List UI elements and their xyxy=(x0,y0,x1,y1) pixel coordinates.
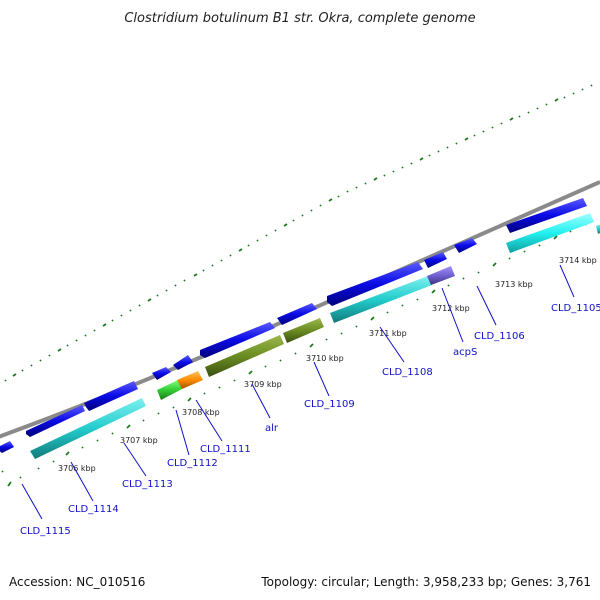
gene-label[interactable]: CLD_1114 xyxy=(68,504,119,515)
cds-bar[interactable] xyxy=(330,276,432,323)
kbp-scale: 3706 kbp 3707 kbp 3708 kbp 3709 kbp 3710… xyxy=(58,256,597,473)
cds-bar[interactable] xyxy=(30,398,146,459)
kbp-label: 3710 kbp xyxy=(306,354,344,363)
cds-bar[interactable] xyxy=(596,224,600,234)
gene-arrow[interactable] xyxy=(200,322,275,358)
cds-bar[interactable] xyxy=(283,318,324,343)
gene-label[interactable]: acpS xyxy=(453,347,477,358)
gene-label[interactable]: CLD_1105 xyxy=(551,303,600,314)
kbp-label: 3707 kbp xyxy=(120,436,158,445)
gene-leader-lines xyxy=(21,264,575,520)
gene-arrow[interactable] xyxy=(506,198,587,233)
kbp-label: 3713 kbp xyxy=(495,280,533,289)
gene-arrow[interactable] xyxy=(0,441,14,453)
cds-bar[interactable] xyxy=(157,380,182,400)
gene-label[interactable]: CLD_1111 xyxy=(200,444,251,455)
gene-arrow[interactable] xyxy=(277,303,317,325)
inner-tick-ring xyxy=(1,223,587,487)
gene-arrow[interactable] xyxy=(327,262,423,306)
cds-bar[interactable] xyxy=(427,266,455,285)
gene-arrow[interactable] xyxy=(26,405,85,437)
gene-arrow[interactable] xyxy=(454,238,477,253)
map-title: Clostridium botulinum B1 str. Okra, comp… xyxy=(124,11,475,26)
kbp-label: 3709 kbp xyxy=(244,380,282,389)
kbp-label: 3714 kbp xyxy=(559,256,597,265)
kbp-label: 3708 kbp xyxy=(182,408,220,417)
gene-label[interactable]: CLD_1112 xyxy=(167,458,218,469)
genome-summary-text: Topology: circular; Length: 3,958,233 bp… xyxy=(260,575,591,589)
gene-label[interactable]: CLD_1108 xyxy=(382,367,433,378)
gene-track-forward xyxy=(0,198,587,453)
accession-text: Accession: NC_010516 xyxy=(9,575,145,589)
cds-track xyxy=(30,213,600,459)
gene-arrow[interactable] xyxy=(84,381,138,411)
gene-labels: CLD_1115 CLD_1114 CLD_1113 CLD_1112 CLD_… xyxy=(20,303,600,537)
gene-label[interactable]: CLD_1113 xyxy=(122,479,173,490)
gene-label[interactable]: CLD_1109 xyxy=(304,399,355,410)
kbp-label: 3706 kbp xyxy=(58,464,96,473)
kbp-label: 3711 kbp xyxy=(369,329,407,338)
gene-label[interactable]: alr xyxy=(265,423,279,434)
gene-arrow[interactable] xyxy=(424,252,447,268)
kbp-label: 3712 kbp xyxy=(432,304,470,313)
cds-bar[interactable] xyxy=(177,371,203,389)
gene-label[interactable]: CLD_1106 xyxy=(474,331,525,342)
gene-label[interactable]: CLD_1115 xyxy=(20,526,71,537)
gene-arrow[interactable] xyxy=(173,355,193,370)
cds-bar[interactable] xyxy=(205,335,284,377)
gene-arrow[interactable] xyxy=(152,367,171,380)
outer-tick-ring xyxy=(4,84,593,382)
cds-bar[interactable] xyxy=(506,213,594,253)
